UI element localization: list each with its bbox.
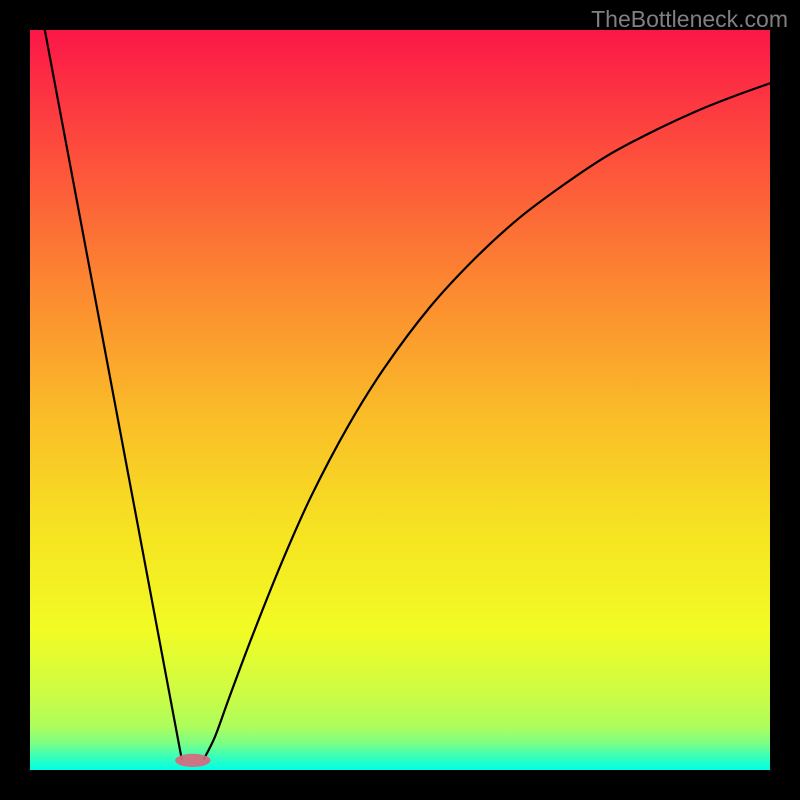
watermark-text: TheBottleneck.com <box>591 6 788 33</box>
optimal-marker <box>175 754 211 767</box>
plot-area <box>30 30 770 770</box>
chart-container: TheBottleneck.com <box>0 0 800 800</box>
gradient-chart <box>0 0 800 800</box>
